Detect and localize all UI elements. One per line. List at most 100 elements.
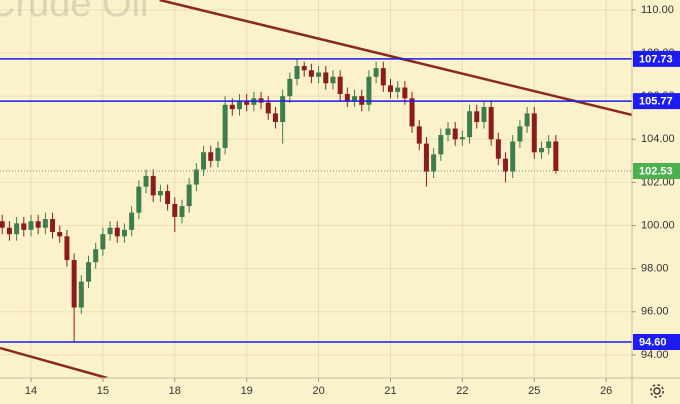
candle-body — [265, 102, 271, 114]
candle-body — [21, 223, 27, 230]
y-tick-label: 110.00 — [641, 4, 674, 16]
candle-body — [150, 175, 156, 196]
candle-body — [445, 128, 451, 135]
candle-body — [201, 152, 207, 170]
candle-body — [373, 68, 379, 77]
last-price-box — [633, 162, 680, 179]
x-tick-label: 20 — [312, 385, 324, 397]
candle-body — [280, 96, 286, 123]
x-tick-label: 14 — [25, 385, 37, 397]
candle-body — [495, 139, 501, 159]
y-tick-label: 104.00 — [641, 133, 675, 145]
candle-body — [546, 141, 552, 148]
candle-body — [503, 158, 509, 172]
level-label: 107.73 — [639, 53, 673, 65]
y-tick-label: 100.00 — [641, 219, 675, 231]
y-tick-label: 94.00 — [641, 349, 669, 361]
x-tick-label: 21 — [384, 385, 396, 397]
level-box — [633, 50, 680, 67]
trendline — [159, 0, 632, 117]
x-tick-label: 15 — [97, 385, 109, 397]
candle-body — [409, 98, 415, 127]
candle-body — [402, 87, 408, 99]
candle-body — [287, 78, 293, 97]
candle-body — [330, 76, 336, 84]
candle-body — [352, 96, 358, 101]
grid — [0, 0, 632, 378]
candle-body — [179, 206, 185, 217]
axes: 94.0096.0098.00100.00102.00104.00106.001… — [25, 4, 680, 397]
candle-body — [467, 111, 473, 138]
candle-body — [416, 126, 422, 144]
candle-body — [229, 104, 235, 110]
plot-area — [0, 0, 632, 378]
candle-body — [481, 106, 487, 123]
candle-body — [366, 76, 372, 105]
candle-body — [57, 232, 63, 237]
candle-body — [114, 227, 120, 237]
y-tick-label: 96.00 — [641, 306, 669, 318]
x-tick-label: 22 — [456, 385, 468, 397]
candle-body — [395, 87, 401, 92]
x-tick-label: 19 — [241, 385, 253, 397]
candle-body — [42, 219, 48, 228]
candle-body — [71, 260, 77, 308]
candle-body — [553, 141, 559, 171]
candle-body — [459, 137, 465, 140]
candle-body — [438, 134, 444, 155]
candle-body — [28, 221, 34, 230]
candle-body — [272, 113, 278, 123]
x-tick-label: 18 — [169, 385, 181, 397]
candle-body — [143, 175, 149, 187]
candle-body — [6, 227, 12, 235]
y-tick-label: 98.00 — [641, 263, 669, 275]
candle-body — [308, 70, 314, 77]
candle-body — [14, 223, 20, 235]
candle-body — [337, 76, 343, 95]
candle-body — [172, 203, 178, 217]
candle-body — [431, 154, 437, 172]
candle-body — [64, 236, 70, 261]
candle-body — [78, 281, 84, 308]
candle-body — [423, 143, 429, 172]
candle-body — [136, 186, 142, 213]
candle-body — [35, 221, 41, 228]
candle-body — [316, 72, 322, 77]
trendline — [0, 346, 108, 378]
candle-body — [0, 221, 5, 228]
level-box — [633, 93, 680, 110]
candle-body — [323, 72, 329, 84]
watermark: Crude Oil — [0, 0, 149, 25]
x-tick-label: 25 — [528, 385, 540, 397]
level-label: 105.77 — [639, 96, 673, 108]
x-tick-label: 26 — [600, 385, 612, 397]
candle-body — [86, 262, 92, 282]
candle-body — [215, 147, 221, 161]
candle-body — [165, 191, 171, 204]
candle-body — [301, 65, 307, 71]
y-tick-label: 102.00 — [641, 176, 675, 188]
candle-body — [380, 68, 386, 86]
candle-body — [93, 249, 99, 263]
settings-icon[interactable] — [650, 384, 664, 398]
candle-body — [474, 111, 480, 123]
candle-body — [193, 169, 199, 185]
candle-body — [524, 113, 530, 127]
last-price-label: 102.53 — [639, 165, 673, 177]
candle-body — [531, 113, 537, 153]
candle-body — [488, 106, 494, 140]
candle-body — [186, 184, 192, 207]
candle-body — [294, 65, 300, 79]
candle-body — [236, 100, 242, 110]
candle-body — [452, 128, 458, 140]
level-label: 94.60 — [639, 336, 667, 348]
candle-body — [208, 152, 214, 161]
candle-body — [107, 227, 113, 235]
candle-body — [129, 212, 135, 230]
candle-body — [510, 141, 516, 172]
candle-body — [517, 126, 523, 142]
candle-body — [222, 104, 228, 148]
candle-body — [50, 219, 56, 233]
